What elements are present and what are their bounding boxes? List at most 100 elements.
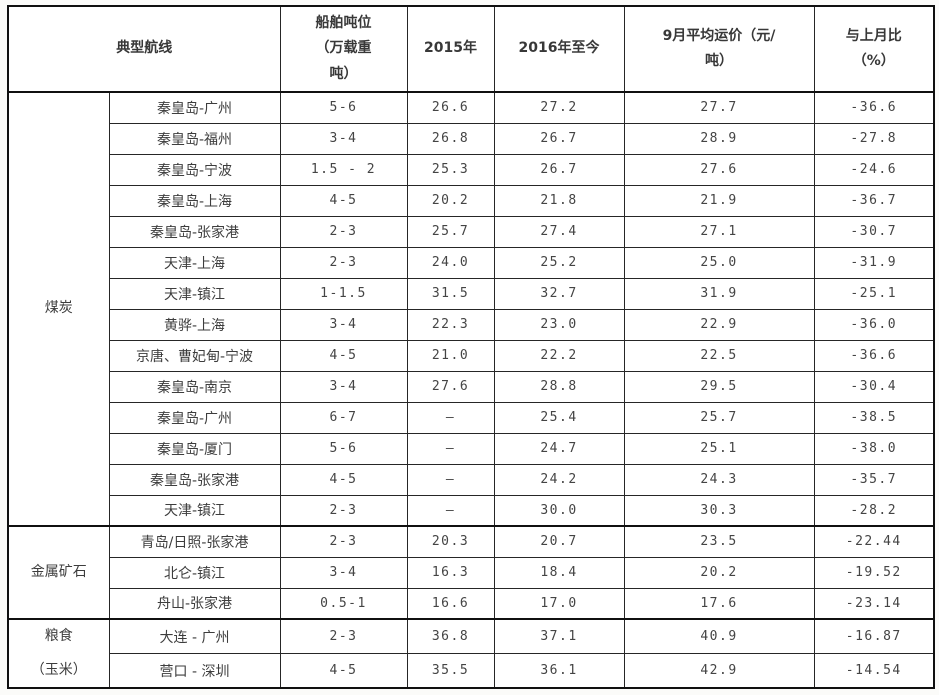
- route-cell: 北仑-镇江: [108, 556, 281, 589]
- y2015-cell: 16.6: [406, 587, 495, 620]
- mom-cell: -19.52: [813, 556, 935, 589]
- tonnage-cell: 1-1.5: [279, 277, 408, 310]
- route-cell: 秦皇岛-广州: [108, 91, 281, 124]
- mom-cell: -31.9: [813, 246, 935, 279]
- sep-avg-cell: 27.1: [623, 215, 815, 248]
- mom-cell: -14.54: [813, 653, 935, 689]
- route-cell: 秦皇岛-福州: [108, 122, 281, 155]
- route-cell: 天津-镇江: [108, 277, 281, 310]
- sep-avg-cell: 22.5: [623, 339, 815, 372]
- mom-cell: -30.7: [813, 215, 935, 248]
- table-row: 天津-上海 2-3 24.0 25.2 25.0 -31.9: [8, 246, 935, 279]
- y2015-cell: –: [406, 432, 495, 465]
- tonnage-cell: 3-4: [279, 308, 408, 341]
- mom-cell: -38.5: [813, 401, 935, 434]
- tonnage-cell: 5-6: [279, 432, 408, 465]
- tonnage-cell: 0.5-1: [279, 587, 408, 620]
- table-row: 北仑-镇江 3-4 16.3 18.4 20.2 -19.52: [8, 556, 935, 589]
- route-cell: 秦皇岛-厦门: [108, 432, 281, 465]
- mom-cell: -22.44: [813, 525, 935, 558]
- y2015-cell: 22.3: [406, 308, 495, 341]
- sep-avg-cell: 27.7: [623, 91, 815, 124]
- table-row: 黄骅-上海 3-4 22.3 23.0 22.9 -36.0: [8, 308, 935, 341]
- table-row: 京唐、曹妃甸-宁波 4-5 21.0 22.2 22.5 -36.6: [8, 339, 935, 372]
- header-year-2015: 2015年: [406, 5, 495, 93]
- route-cell: 秦皇岛-张家港: [108, 463, 281, 496]
- mom-cell: -28.2: [813, 494, 935, 527]
- y2016-cell: 37.1: [493, 618, 625, 655]
- y2015-cell: 21.0: [406, 339, 495, 372]
- table-row: 煤炭 秦皇岛-广州 5-6 26.6 27.2 27.7 -36.6: [7, 91, 935, 527]
- tonnage-cell: 2-3: [279, 525, 408, 558]
- table-row: 粮食 （玉米） 大连 - 广州 2-3 36.8 37.1 40.9 -16.87: [7, 617, 935, 689]
- tonnage-cell: 4-5: [279, 184, 408, 217]
- sep-avg-cell: 25.7: [623, 401, 815, 434]
- mom-cell: -30.4: [813, 370, 935, 403]
- y2015-cell: –: [406, 401, 495, 434]
- table-row: 秦皇岛-宁波 1.5 - 2 25.3 26.7 27.6 -24.6: [8, 153, 935, 186]
- table-row: 秦皇岛-福州 3-4 26.8 26.7 28.9 -27.8: [8, 122, 935, 155]
- mom-cell: -25.1: [813, 277, 935, 310]
- route-cell: 舟山-张家港: [108, 587, 281, 620]
- sep-avg-cell: 21.9: [623, 184, 815, 217]
- tonnage-cell: 1.5 - 2: [279, 153, 408, 186]
- route-cell: 秦皇岛-宁波: [108, 153, 281, 186]
- header-sep-avg-price: 9月平均运价（元/ 吨）: [623, 5, 815, 93]
- sep-avg-cell: 42.9: [623, 653, 815, 689]
- y2015-cell: 25.7: [406, 215, 495, 248]
- table-row: 天津-镇江 2-3–30.0 30.3 -28.2: [8, 494, 935, 527]
- table-body: 煤炭 秦皇岛-广州 5-6 26.6 27.2 27.7 -36.6 秦皇岛-福州 3-4 26.…: [7, 91, 935, 689]
- route-cell: 大连 - 广州: [108, 618, 281, 655]
- mom-cell: -36.6: [813, 339, 935, 372]
- tonnage-cell: 4-5: [279, 463, 408, 496]
- y2016-cell: 30.0: [493, 494, 625, 527]
- route-cell: 天津-上海: [108, 246, 281, 279]
- y2015-cell: 20.3: [406, 525, 495, 558]
- y2015-cell: –: [406, 463, 495, 496]
- y2016-cell: 25.4: [493, 401, 625, 434]
- route-cell: 青岛/日照-张家港: [108, 525, 281, 558]
- header-typical-route: 典型航线: [7, 5, 281, 93]
- y2016-cell: 36.1: [493, 653, 625, 689]
- mom-cell: -27.8: [813, 122, 935, 155]
- y2016-cell: 21.8: [493, 184, 625, 217]
- y2016-cell: 28.8: [493, 370, 625, 403]
- header-2016-to-date: 2016年至今: [493, 5, 625, 93]
- sep-avg-cell: 31.9: [623, 277, 815, 310]
- y2015-cell: 16.3: [406, 556, 495, 589]
- y2016-cell: 18.4: [493, 556, 625, 589]
- y2015-cell: 25.3: [406, 153, 495, 186]
- category-cell: 煤炭: [7, 91, 110, 527]
- header-row: 典型航线 船舶吨位 （万载重 吨） 2015年 2016年至今 9月平均运价（元…: [7, 5, 935, 93]
- y2016-cell: 20.7: [493, 525, 625, 558]
- table-row: 金属矿石 青岛/日照-张家港 2-3 20.3 20.7 23.5 -22.44: [7, 525, 935, 620]
- document-page: 典型航线 船舶吨位 （万载重 吨） 2015年 2016年至今 9月平均运价（元…: [7, 5, 935, 690]
- y2016-cell: 23.0: [493, 308, 625, 341]
- y2015-cell: 31.5: [406, 277, 495, 310]
- tonnage-cell: 3-4: [279, 556, 408, 589]
- mom-cell: -38.0: [813, 432, 935, 465]
- tonnage-cell: 2-3: [279, 618, 408, 655]
- mom-cell: -36.6: [813, 91, 935, 124]
- route-cell: 营口 - 深圳: [108, 653, 281, 689]
- route-cell: 天津-镇江: [108, 494, 281, 527]
- y2016-cell: 26.7: [493, 122, 625, 155]
- table-row: 秦皇岛-张家港 4-5–24.2 24.3 -35.7: [8, 463, 935, 496]
- category-cell: 粮食 （玉米）: [7, 617, 110, 689]
- y2015-cell: 24.0: [406, 246, 495, 279]
- tonnage-cell: 4-5: [279, 339, 408, 372]
- mom-cell: -16.87: [813, 618, 935, 655]
- tonnage-cell: 3-4: [279, 122, 408, 155]
- table-row: 天津-镇江 1-1.5 31.5 32.7 31.9 -25.1: [8, 277, 935, 310]
- y2016-cell: 25.2: [493, 246, 625, 279]
- sep-avg-cell: 25.0: [623, 246, 815, 279]
- sep-avg-cell: 25.1: [623, 432, 815, 465]
- freight-rate-table: 典型航线 船舶吨位 （万载重 吨） 2015年 2016年至今 9月平均运价（元…: [7, 5, 935, 690]
- sep-avg-cell: 29.5: [623, 370, 815, 403]
- route-cell: 秦皇岛-南京: [108, 370, 281, 403]
- route-cell: 秦皇岛-广州: [108, 401, 281, 434]
- sep-avg-cell: 22.9: [623, 308, 815, 341]
- sep-avg-cell: 30.3: [623, 494, 815, 527]
- y2015-cell: 35.5: [406, 653, 495, 689]
- mom-cell: -23.14: [813, 587, 935, 620]
